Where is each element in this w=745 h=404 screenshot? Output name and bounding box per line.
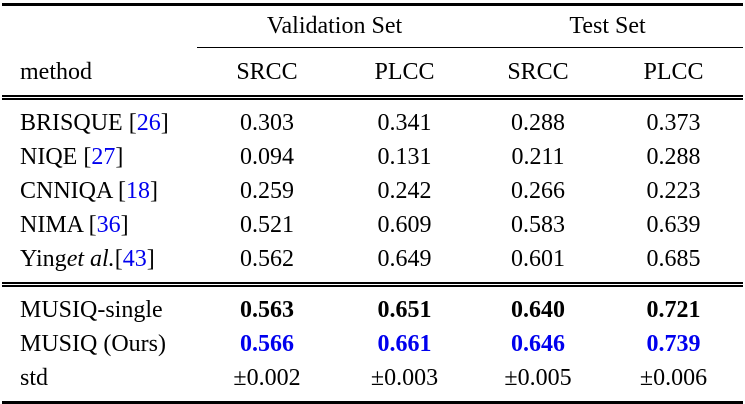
value-cell: ±0.003 bbox=[370, 364, 439, 391]
value-cell: 0.721 bbox=[646, 296, 701, 323]
citation-link[interactable]: 26 bbox=[136, 109, 161, 136]
value-cell: 0.563 bbox=[240, 296, 294, 323]
method-cell: NIQE [27] bbox=[20, 143, 124, 170]
method-cell: CNNIQA [18] bbox=[20, 177, 159, 204]
table-bottom-rule bbox=[2, 401, 743, 404]
value-cell: 0.288 bbox=[511, 109, 565, 136]
citation-link[interactable]: 18 bbox=[126, 177, 151, 204]
section-separator-rule bbox=[2, 282, 743, 287]
value-cell: 0.131 bbox=[377, 143, 432, 170]
value-cell: 0.521 bbox=[240, 211, 294, 238]
value-cell: 0.566 bbox=[240, 330, 294, 357]
value-cell: 0.562 bbox=[240, 245, 294, 272]
group-header-underline bbox=[197, 47, 743, 48]
value-cell: 0.601 bbox=[511, 245, 565, 272]
column-header-srcc-validation: SRCC bbox=[236, 59, 298, 85]
method-cell: NIMA [36] bbox=[20, 211, 129, 238]
value-cell: ±0.002 bbox=[233, 364, 301, 391]
value-cell: 0.211 bbox=[511, 143, 565, 170]
value-cell: 0.303 bbox=[240, 109, 294, 136]
value-cell: 0.259 bbox=[240, 177, 294, 204]
value-cell: 0.242 bbox=[377, 177, 432, 204]
group-header-test-set: Test Set bbox=[569, 13, 646, 39]
value-cell: 0.639 bbox=[646, 211, 701, 238]
value-cell: 0.649 bbox=[377, 245, 432, 272]
table-top-rule bbox=[2, 3, 743, 6]
value-cell: ±0.005 bbox=[504, 364, 572, 391]
column-header-method: method bbox=[20, 59, 92, 85]
value-cell: 0.288 bbox=[646, 143, 701, 170]
proposed-methods-section: MUSIQ-single 0.563 0.651 0.640 0.721 MUSIQ (O… bbox=[2, 287, 743, 401]
value-cell: 0.739 bbox=[646, 330, 701, 357]
value-cell: 0.094 bbox=[240, 143, 294, 170]
column-header-plcc-test: PLCC bbox=[643, 59, 704, 85]
baseline-methods-section: BRISQUE [26] 0.303 0.341 0.288 0.373 NIQE [27… bbox=[2, 100, 743, 282]
value-cell: 0.373 bbox=[646, 109, 701, 136]
value-cell: ±0.006 bbox=[639, 364, 708, 391]
method-cell: BRISQUE [26] bbox=[20, 109, 169, 136]
value-cell: 0.651 bbox=[377, 296, 432, 323]
value-cell: 0.266 bbox=[511, 177, 565, 204]
value-cell: 0.341 bbox=[377, 109, 432, 136]
method-cell: std bbox=[20, 364, 49, 391]
value-cell: 0.583 bbox=[511, 211, 565, 238]
value-cell: 0.223 bbox=[646, 177, 701, 204]
value-cell: 0.640 bbox=[511, 296, 565, 323]
value-cell: 0.646 bbox=[511, 330, 565, 357]
header-corner-cell bbox=[2, 6, 197, 47]
method-cell: Ying et al. [43] bbox=[20, 245, 155, 272]
header-separator-rule bbox=[2, 95, 743, 100]
value-cell: 0.609 bbox=[377, 211, 432, 238]
citation-link[interactable]: 43 bbox=[122, 245, 147, 272]
method-cell: MUSIQ (Ours) bbox=[20, 330, 166, 357]
table-header: Validation Set Test Set method SRCC PLCC… bbox=[2, 6, 743, 95]
method-cell: MUSIQ-single bbox=[20, 296, 163, 323]
value-cell: 0.661 bbox=[377, 330, 432, 357]
column-header-plcc-validation: PLCC bbox=[374, 59, 435, 85]
method-etal-text: et al. bbox=[66, 245, 115, 272]
citation-link[interactable]: 36 bbox=[96, 211, 121, 238]
value-cell: 0.685 bbox=[646, 245, 701, 272]
group-header-validation-set: Validation Set bbox=[266, 13, 403, 39]
citation-link[interactable]: 27 bbox=[91, 143, 116, 170]
column-header-srcc-test: SRCC bbox=[507, 59, 569, 85]
